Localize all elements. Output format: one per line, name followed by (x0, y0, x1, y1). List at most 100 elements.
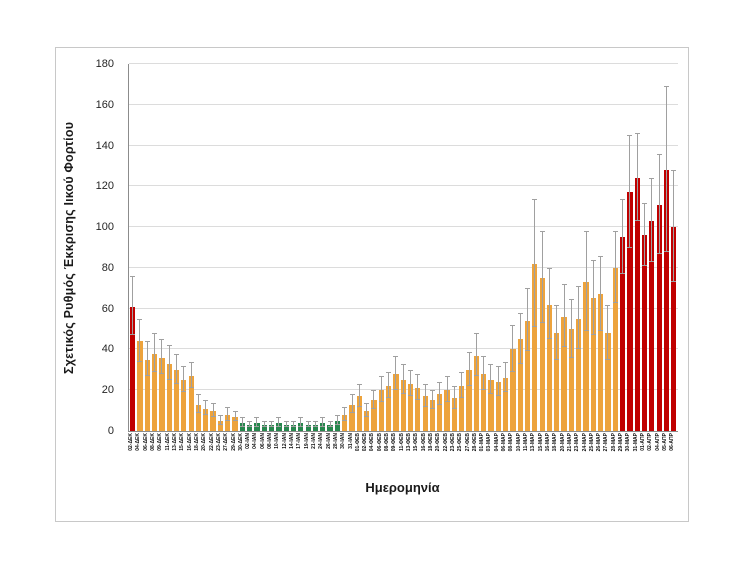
x-tick-label: 31-ΜΑΡ (632, 433, 639, 452)
bar-slot (290, 64, 297, 431)
bar (429, 400, 436, 431)
x-tick-slot: 08-ΜΑΡ (508, 433, 515, 451)
error-bar (305, 420, 311, 427)
x-tick-label: 18-ΦΕΒ (427, 433, 434, 452)
y-tick-label: 0 (107, 425, 114, 437)
x-tick-slot: 31-ΙΑΝ (347, 433, 354, 449)
x-tick-slot: 22-ΔΕΚ (208, 433, 215, 451)
x-tick-label: 27-ΔΕΚ (223, 433, 230, 451)
x-tick-label: 23-ΔΕΚ (215, 433, 222, 451)
x-tick-slot: 31-ΜΑΡ (633, 433, 640, 451)
error-bar (371, 390, 377, 409)
bar-slot (575, 64, 582, 431)
x-tick-label: 22-ΔΕΚ (208, 433, 215, 451)
bar-slot (414, 64, 421, 431)
x-tick-label: 01-ΑΠΡ (640, 433, 647, 451)
error-bar (444, 376, 450, 403)
bar-slot (531, 64, 538, 431)
error-bar (634, 133, 640, 221)
bar (210, 410, 216, 431)
bar-slot (517, 64, 524, 431)
x-tick-label: 28-ΦΕΒ (471, 433, 478, 452)
x-tick-slot: 15-ΦΕΒ (413, 433, 420, 451)
error-bar (334, 414, 340, 425)
x-tick-label: 01-ΜΑΡ (479, 433, 486, 452)
bar-slot (253, 64, 260, 431)
error-bar (568, 298, 574, 358)
bar-slot (487, 64, 494, 431)
x-tick-label: 13-ΔΕΚ (172, 433, 179, 451)
x-tick-label: 30-ΜΑΡ (625, 433, 632, 452)
x-tick-slot: 06-ΙΑΝ (260, 433, 267, 449)
bar-slot (670, 64, 677, 431)
y-tick-label: 180 (95, 58, 114, 70)
error-bar (539, 231, 545, 323)
x-tick-slot: 30-ΜΑΡ (625, 433, 632, 451)
x-tick-label: 16-ΔΕΚ (186, 433, 193, 451)
x-tick-label: 21-ΜΑΡ (566, 433, 573, 452)
bar (364, 410, 370, 431)
x-tick-slot: 06-ΔΕΚ (143, 433, 150, 451)
x-tick-slot: 19-ΙΑΝ (304, 433, 311, 449)
bar (371, 400, 377, 431)
x-tick-label: 08-ΙΑΝ (267, 433, 274, 449)
x-tick-label: 30-ΙΑΝ (340, 433, 347, 449)
bar-slot (246, 64, 253, 431)
error-bar (400, 363, 406, 395)
x-tick-label: 19-ΙΑΝ (303, 433, 310, 449)
bar (385, 386, 392, 431)
error-bar (174, 353, 180, 385)
error-bar (349, 394, 355, 413)
bars-container (129, 64, 678, 431)
x-tick-label: 04-ΦΕΒ (369, 433, 376, 452)
error-bar (130, 276, 136, 336)
y-tick-label: 140 (95, 139, 114, 152)
x-tick-label: 28-ΙΑΝ (332, 433, 339, 449)
bar (342, 414, 348, 431)
x-tick-label: 25-ΦΕΒ (457, 433, 464, 452)
x-tick-label: 29-ΜΑΡ (618, 433, 625, 452)
bar-slot (275, 64, 282, 431)
error-bar (364, 402, 370, 417)
x-tick-slot: 16-ΔΕΚ (187, 433, 194, 451)
x-tick-slot: 20-ΔΕΚ (201, 433, 208, 451)
x-tick-slot: 20-ΜΑΡ (559, 433, 566, 451)
error-bar (232, 410, 238, 421)
error-bar (291, 420, 297, 427)
x-tick-slot: 21-ΜΑΡ (567, 433, 574, 451)
bar-slot (334, 64, 341, 431)
x-tick-slot: 01-ΦΕΒ (355, 433, 362, 451)
bar (225, 414, 231, 431)
bar (261, 424, 267, 431)
bar (466, 369, 472, 431)
bar-slot (129, 64, 136, 431)
bar (437, 394, 443, 431)
bar (451, 398, 458, 431)
bar (151, 353, 158, 431)
bar (532, 263, 538, 431)
error-bar (510, 325, 516, 372)
x-tick-slot: 25-ΦΕΒ (457, 433, 464, 451)
bar-slot (656, 64, 663, 431)
x-tick-label: 17-ΙΑΝ (296, 433, 303, 449)
x-tick-label: 23-ΜΑΡ (574, 433, 581, 452)
x-tick-slot: 13-ΜΑΡ (530, 433, 537, 451)
bar-slot (173, 64, 180, 431)
x-tick-slot: 04-ΔΕΚ (135, 433, 142, 451)
x-tick-slot: 28-ΜΑΡ (611, 433, 618, 451)
bar (671, 227, 677, 431)
bar-slot (180, 64, 187, 431)
bar-slot (400, 64, 407, 431)
error-bar (620, 198, 626, 275)
x-tick-label: 11-ΜΑΡ (523, 433, 530, 452)
bar-slot (582, 64, 589, 431)
error-bar (495, 365, 501, 397)
bar (495, 382, 501, 431)
x-tick-slot: 09-ΔΕΚ (157, 433, 164, 451)
x-tick-label: 10-ΙΑΝ (274, 433, 281, 449)
error-bar (386, 371, 392, 399)
bar (166, 363, 172, 431)
bar-slot (231, 64, 238, 431)
bar (290, 424, 297, 431)
x-tick-slot: 10-ΙΑΝ (274, 433, 281, 449)
